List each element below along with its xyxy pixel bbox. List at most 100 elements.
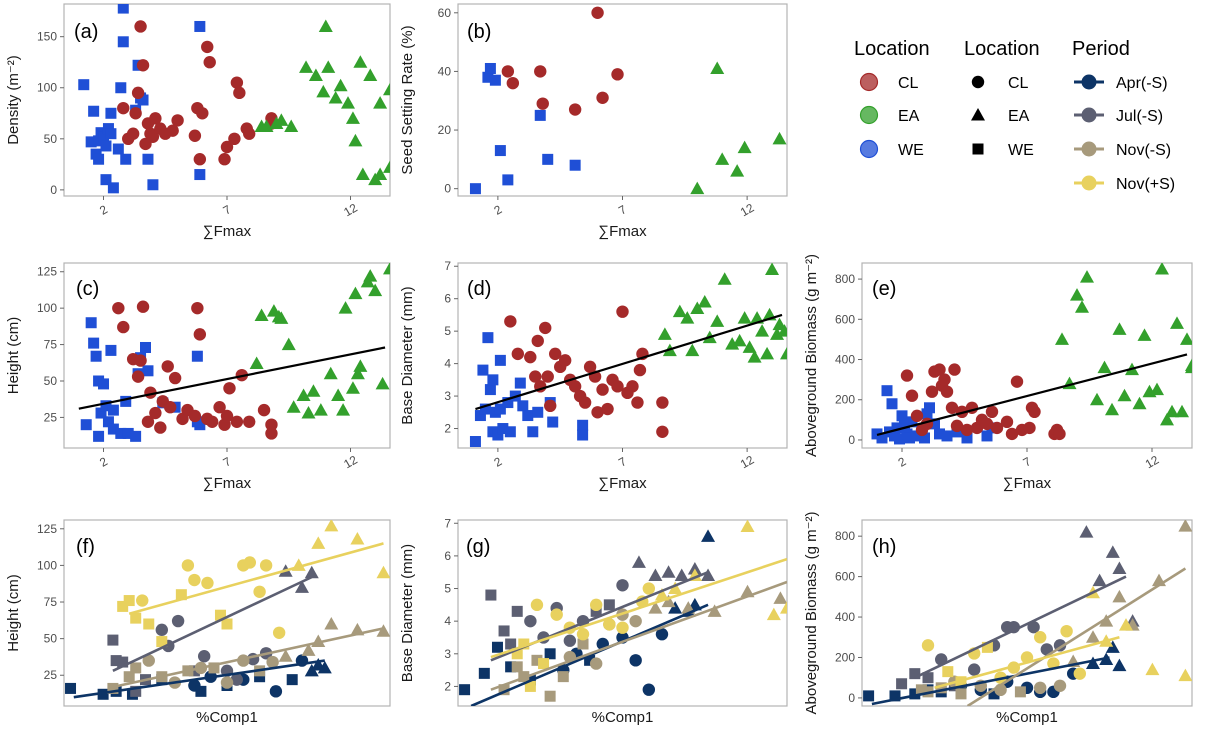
data-point xyxy=(886,398,898,410)
data-point xyxy=(140,341,151,353)
data-point xyxy=(149,112,162,125)
data-point xyxy=(93,153,105,165)
plot-area xyxy=(863,520,1192,706)
data-point xyxy=(511,648,523,660)
y-tick-label: 4 xyxy=(444,357,451,371)
plot-frame xyxy=(63,3,391,197)
y-tick-label: 7 xyxy=(444,259,451,273)
data-point xyxy=(243,556,257,569)
data-point xyxy=(383,263,390,275)
data-point xyxy=(112,301,125,315)
regression-line-juls xyxy=(914,575,1127,679)
data-point xyxy=(134,354,147,367)
data-point xyxy=(272,626,286,639)
y-tick-label: 75 xyxy=(44,338,58,352)
data-point xyxy=(373,96,388,109)
data-point xyxy=(214,609,226,621)
legend-key-shape-ea xyxy=(971,108,985,121)
data-point xyxy=(1112,322,1127,335)
y-tick-label: 5 xyxy=(444,324,451,338)
data-point xyxy=(313,403,328,416)
data-point xyxy=(1023,421,1036,435)
data-point xyxy=(909,688,921,700)
data-point xyxy=(1180,332,1192,345)
data-point xyxy=(155,623,168,637)
x-axis-label: ∑Fmax xyxy=(598,475,647,492)
legend-label-color-ea: EA xyxy=(898,108,920,125)
data-point xyxy=(484,62,496,74)
data-point xyxy=(161,360,174,373)
data-point xyxy=(765,263,780,275)
panel-b: 0 20 40 60 2 7 12 ∑Fmax Seed Setting Rate (%) (b) xyxy=(399,3,788,240)
data-point xyxy=(317,660,332,674)
plot-area xyxy=(78,263,390,442)
panel-tag: (f) xyxy=(76,536,95,558)
x-axis-label: %Comp1 xyxy=(592,709,654,726)
regression-line xyxy=(876,353,1188,436)
data-point xyxy=(955,688,967,700)
series-cl xyxy=(112,300,278,440)
regression-line xyxy=(78,346,386,410)
data-point xyxy=(534,65,547,78)
data-point xyxy=(316,84,331,98)
plot-frame xyxy=(457,3,788,197)
data-point xyxy=(355,167,370,181)
data-point xyxy=(123,595,135,607)
y-axis-label: Height (cm) xyxy=(5,317,22,395)
data-point xyxy=(690,181,705,195)
x-tick-label: 2 xyxy=(491,454,504,470)
regression-line-aprs xyxy=(73,659,325,699)
data-point xyxy=(905,389,919,402)
legend-label-period: Nov(-S) xyxy=(1116,142,1171,159)
data-point xyxy=(755,324,770,337)
data-point xyxy=(98,378,110,390)
data-point xyxy=(117,36,129,48)
data-point xyxy=(505,638,517,650)
data-point xyxy=(941,430,953,442)
data-point xyxy=(304,565,319,579)
data-point xyxy=(484,384,496,396)
regression-line-novs xyxy=(490,557,787,659)
data-point xyxy=(915,684,927,696)
data-point xyxy=(191,350,203,362)
plot-area xyxy=(65,520,390,700)
legend-label-color-we: WE xyxy=(898,142,924,159)
data-point xyxy=(97,688,109,700)
panel-c: 25 50 75 100 125 2 7 12 ∑Fmax Height (cm) (c) xyxy=(5,262,391,492)
panel-tag: (g) xyxy=(466,536,490,558)
data-point xyxy=(524,680,536,692)
data-point xyxy=(549,347,562,361)
data-point xyxy=(742,340,757,353)
data-point xyxy=(590,605,602,617)
data-point xyxy=(345,111,360,124)
data-point xyxy=(168,371,182,385)
data-point xyxy=(485,589,497,601)
data-point xyxy=(110,655,122,667)
data-point xyxy=(707,604,722,617)
data-point xyxy=(105,344,117,356)
legend-key-color-ea xyxy=(859,105,879,125)
data-point xyxy=(78,79,90,91)
data-point xyxy=(341,96,356,109)
data-point xyxy=(710,314,725,327)
data-point xyxy=(737,140,752,154)
data-point xyxy=(130,612,142,624)
data-point xyxy=(331,388,346,402)
data-point xyxy=(529,370,542,383)
data-point xyxy=(601,402,614,416)
data-point xyxy=(376,565,390,579)
data-point xyxy=(740,520,755,533)
y-tick-label: 100 xyxy=(37,301,57,315)
data-point xyxy=(863,690,875,702)
data-point xyxy=(1175,404,1189,418)
data-point xyxy=(88,105,100,117)
data-point xyxy=(942,666,954,678)
data-point xyxy=(661,565,676,578)
x-tick-label: 12 xyxy=(738,452,757,471)
panel-g: 2 3 4 5 6 7 %Comp1 Base Diameter (mm) (g) xyxy=(399,516,788,726)
data-point xyxy=(265,427,278,440)
y-tick-label: 3 xyxy=(444,389,451,403)
data-point xyxy=(105,128,117,140)
data-point xyxy=(131,370,145,383)
data-point xyxy=(680,311,695,324)
